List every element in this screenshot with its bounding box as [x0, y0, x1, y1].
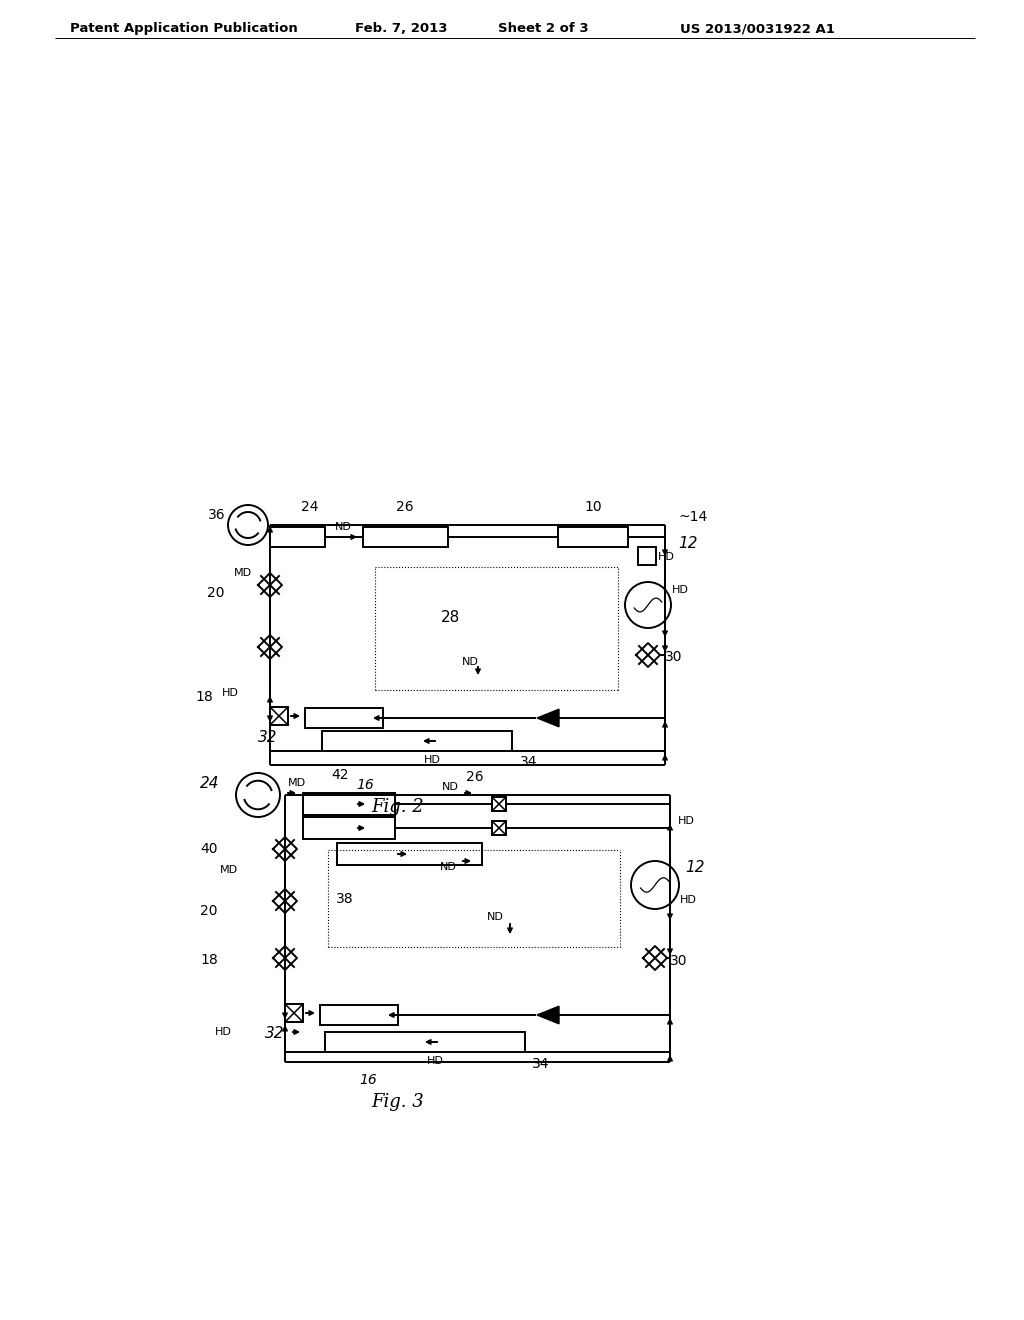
Text: HD: HD [222, 688, 239, 698]
Text: 34: 34 [520, 755, 538, 770]
Bar [638, 546, 656, 565]
Text: 36: 36 [208, 508, 225, 521]
Text: 42: 42 [331, 768, 349, 781]
Text: 32: 32 [258, 730, 278, 744]
Text: 16: 16 [359, 1073, 377, 1086]
Text: ND: ND [441, 781, 459, 792]
Text: ~14: ~14 [678, 510, 708, 524]
Text: 30: 30 [670, 954, 687, 968]
Text: 24: 24 [200, 776, 219, 791]
Bar [325, 1032, 525, 1052]
Text: US 2013/0031922 A1: US 2013/0031922 A1 [680, 22, 835, 36]
Bar [492, 797, 506, 810]
Text: 12: 12 [685, 859, 705, 874]
Text: HD: HD [678, 816, 695, 826]
Text: 20: 20 [200, 904, 217, 917]
Bar [285, 1005, 303, 1022]
Text: ND: ND [439, 862, 457, 873]
Text: Fig. 3: Fig. 3 [372, 1093, 424, 1111]
Text: 40: 40 [200, 842, 217, 855]
Text: 18: 18 [200, 953, 218, 968]
Text: 18: 18 [195, 690, 213, 704]
Text: ND: ND [486, 912, 504, 921]
Text: HD: HD [658, 552, 675, 562]
Text: 32: 32 [265, 1027, 285, 1041]
Bar [492, 821, 506, 836]
Text: 10: 10 [584, 500, 602, 513]
Text: ND: ND [462, 657, 478, 667]
Circle shape [228, 506, 268, 545]
Circle shape [236, 774, 280, 817]
Text: Patent Application Publication: Patent Application Publication [70, 22, 298, 36]
Text: HD: HD [424, 755, 440, 766]
Text: 12: 12 [678, 536, 697, 550]
Bar [303, 817, 395, 840]
Bar [322, 731, 512, 751]
Text: 34: 34 [532, 1057, 550, 1071]
Text: HD: HD [672, 585, 689, 595]
Bar [362, 527, 449, 546]
Bar [270, 708, 288, 725]
Bar [558, 527, 628, 546]
Text: 26: 26 [396, 500, 414, 513]
Bar [303, 793, 395, 814]
Text: ND: ND [335, 521, 352, 532]
Text: MD: MD [234, 568, 252, 578]
Text: Feb. 7, 2013: Feb. 7, 2013 [355, 22, 447, 36]
Bar [319, 1005, 398, 1026]
Text: HD: HD [680, 895, 697, 906]
Text: HD: HD [427, 1056, 443, 1067]
Text: 28: 28 [440, 610, 460, 624]
Circle shape [631, 861, 679, 909]
Bar [270, 527, 325, 546]
Text: 38: 38 [336, 892, 354, 906]
Text: 20: 20 [207, 586, 224, 601]
Text: MD: MD [220, 865, 239, 875]
Text: MD: MD [288, 777, 306, 788]
Polygon shape [537, 1006, 559, 1024]
Text: Sheet 2 of 3: Sheet 2 of 3 [498, 22, 589, 36]
Polygon shape [537, 709, 559, 727]
Text: 24: 24 [301, 500, 318, 513]
Text: 16: 16 [356, 777, 374, 792]
Bar [305, 708, 383, 729]
Text: 26: 26 [466, 770, 483, 784]
Circle shape [625, 582, 671, 628]
Text: HD: HD [215, 1027, 231, 1038]
Text: 30: 30 [665, 649, 683, 664]
Bar [337, 843, 482, 865]
Text: Fig. 2: Fig. 2 [372, 799, 424, 816]
